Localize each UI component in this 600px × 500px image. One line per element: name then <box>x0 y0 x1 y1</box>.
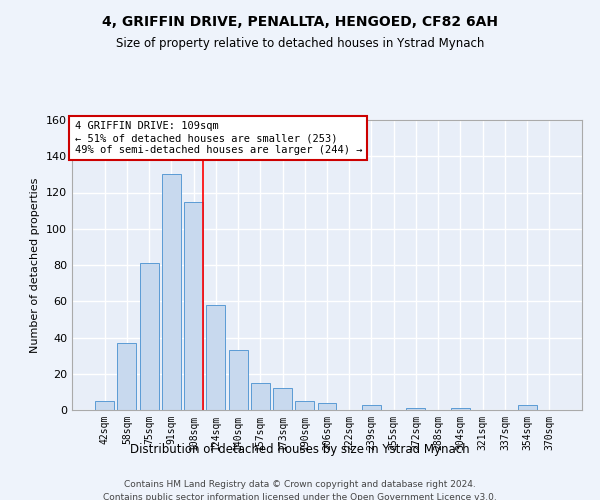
Bar <box>518 404 536 410</box>
Bar <box>229 350 248 410</box>
Bar <box>317 403 337 410</box>
Bar <box>251 383 270 410</box>
Text: Contains public sector information licensed under the Open Government Licence v3: Contains public sector information licen… <box>103 492 497 500</box>
Text: 4 GRIFFIN DRIVE: 109sqm
← 51% of detached houses are smaller (253)
49% of semi-d: 4 GRIFFIN DRIVE: 109sqm ← 51% of detache… <box>74 122 362 154</box>
Bar <box>162 174 181 410</box>
Y-axis label: Number of detached properties: Number of detached properties <box>31 178 40 352</box>
Bar <box>273 388 292 410</box>
Text: 4, GRIFFIN DRIVE, PENALLTA, HENGOED, CF82 6AH: 4, GRIFFIN DRIVE, PENALLTA, HENGOED, CF8… <box>102 15 498 29</box>
Text: Distribution of detached houses by size in Ystrad Mynach: Distribution of detached houses by size … <box>130 442 470 456</box>
Bar <box>362 404 381 410</box>
Bar <box>406 408 425 410</box>
Bar <box>206 305 225 410</box>
Text: Size of property relative to detached houses in Ystrad Mynach: Size of property relative to detached ho… <box>116 38 484 51</box>
Bar <box>184 202 203 410</box>
Bar <box>95 401 114 410</box>
Bar <box>118 343 136 410</box>
Bar <box>140 263 158 410</box>
Bar <box>295 401 314 410</box>
Bar <box>451 408 470 410</box>
Text: Contains HM Land Registry data © Crown copyright and database right 2024.: Contains HM Land Registry data © Crown c… <box>124 480 476 489</box>
